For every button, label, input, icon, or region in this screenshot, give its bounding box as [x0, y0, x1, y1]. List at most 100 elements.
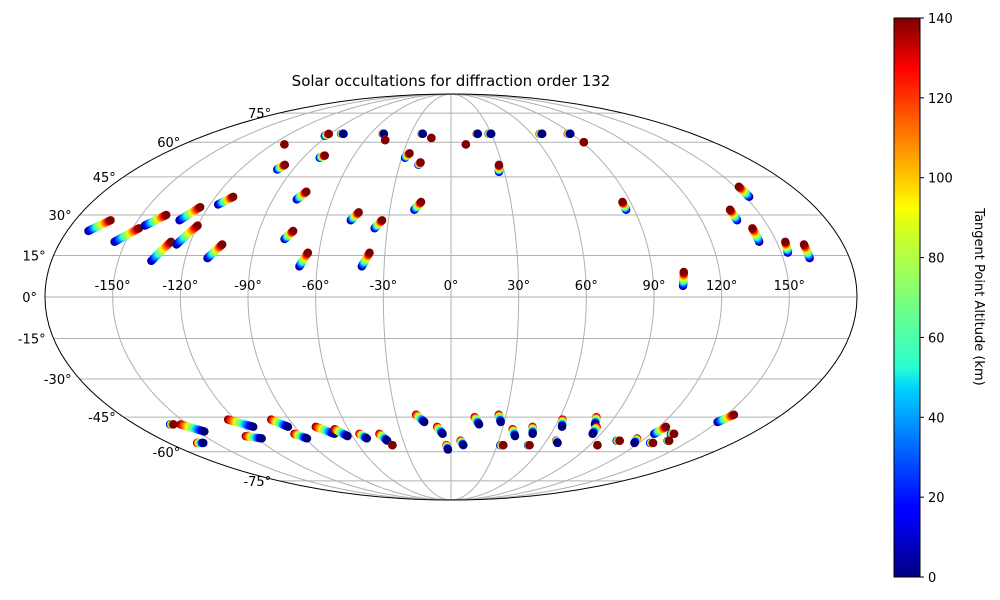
occultation-point — [200, 427, 209, 436]
occultation-point — [380, 135, 390, 145]
lat-tick-label: -45° — [88, 411, 116, 426]
occultation-point — [362, 434, 372, 443]
occultation-track — [355, 429, 372, 443]
occultation-point — [257, 434, 266, 443]
occultation-point — [510, 431, 520, 441]
occultation-point — [377, 216, 387, 225]
lat-tick-label: 60° — [157, 136, 180, 151]
occultation-point — [557, 422, 567, 432]
occultation-point — [388, 441, 397, 450]
occultation-point — [162, 210, 171, 220]
occultation-track — [84, 216, 115, 236]
occultation-track — [645, 438, 658, 448]
occultation-point — [615, 436, 625, 445]
lon-gridline — [247, 93, 452, 501]
occultation-track — [618, 197, 631, 214]
occultation-point — [418, 129, 428, 139]
colorbar-label: Tangent Point Altitude (km) — [971, 207, 986, 385]
occultation-track — [290, 429, 312, 443]
lon-gridline — [382, 93, 452, 501]
occultation-point — [661, 422, 671, 432]
occultation-track — [380, 135, 390, 145]
occultation-point — [320, 151, 330, 160]
lat-tick-label: 75° — [248, 107, 271, 122]
lon-gridline — [112, 93, 452, 501]
occultation-track — [725, 205, 742, 225]
occultation-track — [535, 129, 547, 139]
occultation-track — [781, 237, 792, 257]
occultation-track — [734, 182, 754, 202]
occultation-point — [729, 410, 739, 419]
occultation-track — [593, 441, 602, 450]
occultation-point — [630, 438, 639, 448]
occultation-point — [249, 422, 258, 432]
lon-tick-label: -120° — [162, 279, 198, 294]
occultation-point — [461, 140, 471, 149]
occultation-track — [563, 129, 575, 139]
occultation-point — [405, 149, 414, 158]
occultation-track — [508, 424, 520, 441]
occultation-point — [748, 224, 757, 233]
occultation-track — [292, 187, 311, 204]
colorbar-tick-label: 60 — [928, 331, 945, 346]
occultation-point — [416, 197, 426, 207]
occultation-track — [110, 224, 144, 246]
occultation-point — [438, 429, 447, 439]
lat-tick-label: 45° — [93, 171, 116, 186]
occultation-track — [748, 224, 764, 246]
occultation-track — [612, 436, 625, 445]
occultation-track — [461, 140, 471, 149]
latitude-tick-labels: 75° 60° 45° 30° 15° 0° -15° -30° -45° -60° -75° — [18, 107, 271, 490]
occultation-point — [648, 438, 658, 448]
occultation-track — [336, 129, 348, 139]
longitude-tick-labels: -150° -120° -90° -60° -30° 0° 30° 60° 90° 120° 150… — [95, 279, 805, 294]
lon-gridline — [315, 93, 452, 501]
occultation-point — [496, 417, 505, 427]
occultation-point — [379, 129, 389, 139]
occultation-point — [459, 441, 468, 450]
lon-tick-label: -90° — [234, 279, 262, 294]
occultation-track — [400, 149, 414, 163]
occultation-track — [663, 436, 674, 445]
lat-tick-label: 30° — [49, 209, 72, 224]
occultation-point — [579, 138, 589, 147]
occultation-point — [799, 240, 809, 249]
occultation-track — [427, 133, 436, 143]
lat-tick-label: -60° — [153, 446, 181, 461]
occultation-point — [725, 205, 735, 214]
chart-title: Solar occultations for diffraction order… — [292, 72, 611, 90]
occultation-track — [472, 129, 483, 139]
occultation-track — [388, 441, 397, 450]
lon-tick-label: 90° — [642, 279, 665, 294]
occultation-point — [588, 429, 597, 439]
occultation-point — [193, 221, 202, 230]
lon-gridline — [450, 93, 587, 501]
occultation-track — [375, 429, 392, 445]
occultation-track — [678, 267, 688, 291]
occultation-point — [283, 422, 293, 432]
occultation-track — [315, 151, 330, 163]
lon-tick-label: -30° — [369, 279, 397, 294]
occultation-point — [427, 133, 436, 143]
occultation-track — [223, 415, 258, 432]
occultation-track — [411, 410, 429, 427]
occultation-point — [538, 129, 547, 139]
lon-tick-label: 60° — [575, 279, 598, 294]
map-boundary — [44, 93, 858, 501]
occultation-point — [199, 438, 208, 448]
occultation-point — [494, 160, 504, 170]
lat-tick-label: 15° — [23, 249, 46, 264]
lon-tick-label: -60° — [302, 279, 330, 294]
occultation-track — [175, 202, 205, 225]
colorbar-tick-label: 80 — [928, 252, 945, 267]
occultation-track — [588, 422, 601, 439]
lat-tick-label: -30° — [44, 373, 72, 388]
lon-tick-label: 120° — [706, 279, 737, 294]
occultation-point — [670, 429, 679, 439]
colorbar-tick-label: 120 — [928, 92, 953, 107]
occultation-track — [630, 434, 642, 448]
occultation-track — [579, 138, 589, 147]
occultation-track — [330, 424, 352, 441]
occultation-point — [196, 202, 205, 212]
occultation-track — [213, 192, 238, 209]
